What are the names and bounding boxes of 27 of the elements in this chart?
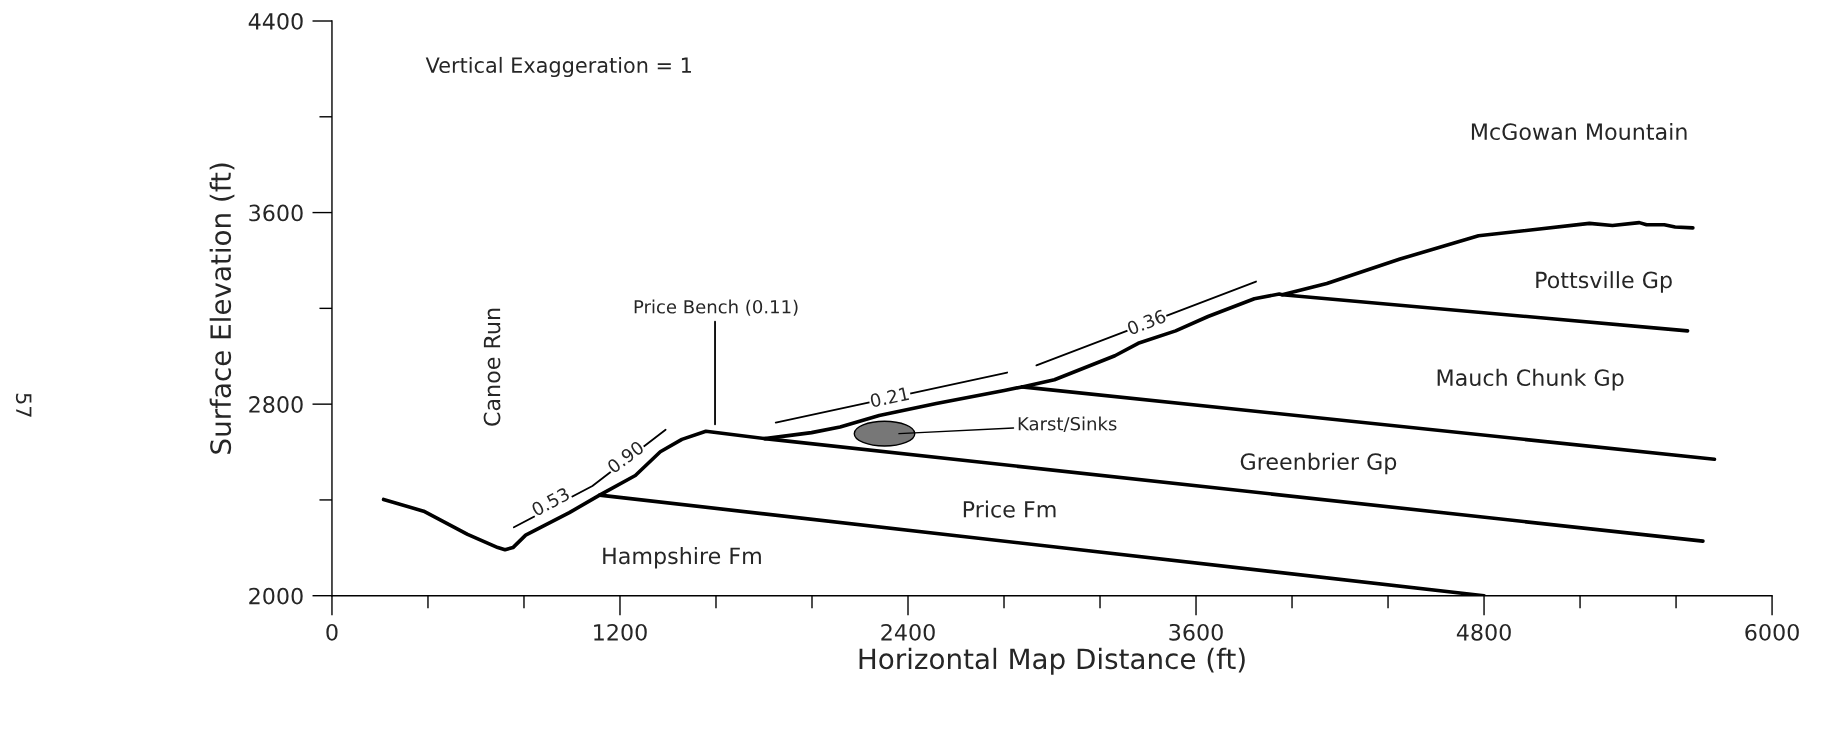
annotation: Canoe Run	[483, 308, 501, 426]
annotation: Hampshire Fm	[603, 547, 761, 569]
x-tick-label: 3600	[1169, 623, 1223, 641]
annotation: 0.90	[606, 440, 645, 474]
x-tick-label: 4800	[1456, 623, 1511, 641]
x-tick-label: 0	[326, 623, 338, 641]
annotation: Greenbrier Gp	[1240, 452, 1397, 475]
x-axis-title: Horizontal Map Distance (ft)	[859, 647, 1245, 675]
annotation: McGowan Mountain	[1471, 122, 1687, 141]
annotation: Price Fm	[963, 500, 1056, 518]
text: 57	[15, 393, 32, 417]
x-tick-label: 1200	[594, 623, 647, 641]
annotation: Price Bench (0.11)	[634, 299, 798, 316]
annotation: 0.53	[530, 486, 571, 517]
annotation: Pottsville Gp	[1536, 271, 1672, 293]
annotation: Mauch Chunk Gp	[1437, 368, 1624, 391]
y-tick-label: 2800	[249, 396, 303, 413]
annotation: Karst/Sinks	[1018, 416, 1117, 432]
y-tick-label: 4400	[248, 12, 303, 30]
y-tick-label: 3600	[249, 204, 303, 222]
annotation: 0.21	[869, 386, 910, 408]
y-axis-title: Surface Elevation (ft)	[209, 163, 235, 454]
annotation: 0.36	[1126, 309, 1167, 336]
annotation: Vertical Exaggeration = 1	[425, 56, 691, 78]
y-tick-label: 2000	[249, 587, 303, 605]
x-tick-label: 2400	[881, 623, 935, 641]
x-tick-label: 6000	[1745, 623, 1799, 641]
